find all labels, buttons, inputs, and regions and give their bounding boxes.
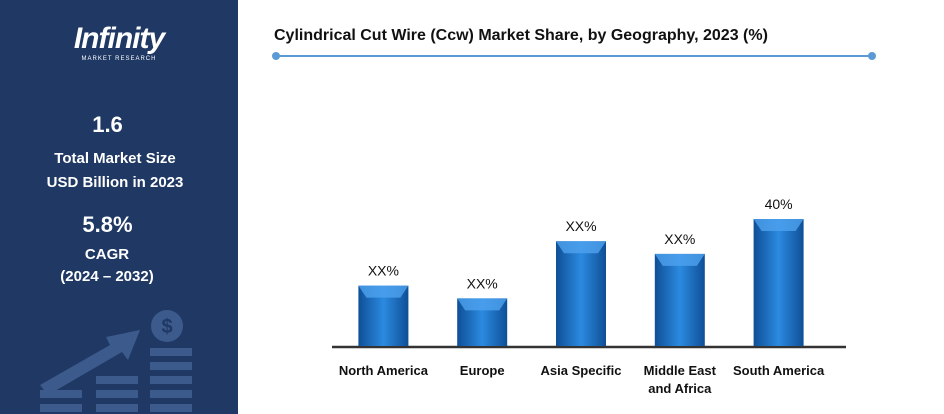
growth-icon: $	[40, 310, 192, 412]
value-label: XX%	[565, 218, 596, 234]
bar-bevel	[753, 219, 804, 231]
chart-title: Cylindrical Cut Wire (Ccw) Market Share,…	[274, 27, 768, 44]
bar-bevel	[457, 298, 508, 311]
brand-name: Infinity	[73, 22, 165, 55]
stat-value: 5.8%	[82, 212, 133, 237]
bar-bevel	[654, 253, 705, 266]
bar	[556, 241, 606, 346]
x-tick-label: South America	[732, 363, 825, 378]
x-tick-label: Asia Specific	[540, 363, 622, 378]
bar	[753, 219, 804, 346]
stat-label: Total Market Size	[54, 150, 176, 167]
value-label: XX%	[664, 231, 695, 247]
rule-dot	[868, 52, 876, 60]
bar-bevel	[358, 285, 409, 298]
x-tick-label: North America	[338, 363, 428, 378]
sidebar: Infinity MARKET RESEARCH 1.6 Total Marke…	[0, 0, 238, 414]
brand-tagline: MARKET RESEARCH	[81, 56, 157, 62]
x-tick-label: Middle East and Africa	[643, 363, 716, 396]
stat-label: USD Billion in 2023	[46, 174, 184, 191]
stat-label: (2024 – 2032)	[60, 268, 154, 285]
value-label: XX%	[467, 275, 498, 291]
value-label: 40%	[765, 196, 793, 212]
chart: Cylindrical Cut Wire (Ccw) Market Share,…	[272, 27, 876, 349]
stat-value: 1.6	[92, 112, 123, 137]
rule-dot	[272, 52, 280, 60]
x-tick-label: Europe	[459, 363, 505, 378]
svg-text:$: $	[161, 316, 172, 338]
bar-bevel	[556, 241, 606, 254]
value-label: XX%	[368, 263, 399, 279]
stat-label: CAGR	[84, 246, 130, 263]
bar	[654, 253, 705, 346]
